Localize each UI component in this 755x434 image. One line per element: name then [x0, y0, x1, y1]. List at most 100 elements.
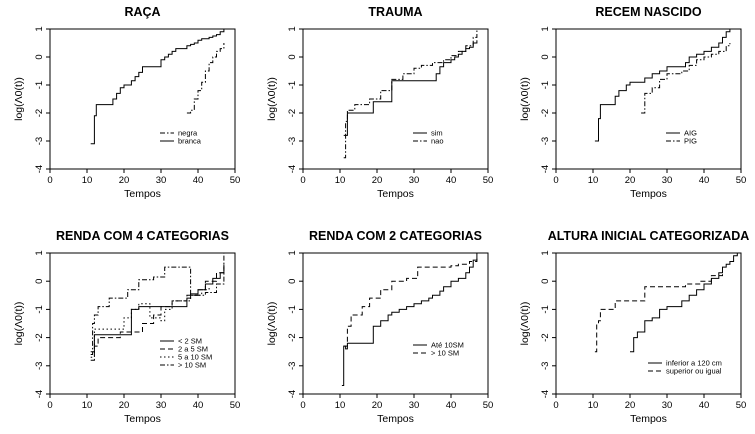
panel-title: RECEM NASCIDO [595, 5, 702, 19]
x-axis-label: Tempos [377, 413, 414, 425]
x-tick-label: 0 [300, 400, 305, 411]
x-tick-label: 20 [372, 400, 383, 411]
y-tick-label: -3 [287, 137, 298, 145]
series-line-2 [594, 272, 723, 353]
legend-label: Até 10SM [431, 341, 464, 350]
x-tick-label: 20 [119, 175, 130, 186]
plot-frame [302, 28, 489, 170]
plot-frame [302, 252, 489, 395]
panel-1: RAÇA 0 10 20 30 40 50 -4 -3 -2 -1 0 1 Tempos log(Λ0(t)… [13, 5, 240, 200]
y-axis-label: log(Λ0(t)) [13, 77, 25, 121]
plot-frame [49, 252, 236, 395]
y-tick-label: -1 [34, 81, 45, 89]
x-axis-label: Tempos [377, 188, 414, 200]
x-tick-label: 0 [553, 400, 558, 411]
series-line-2 [186, 43, 225, 114]
legend-label: > 10 SM [431, 349, 459, 358]
series-line-2 [343, 29, 478, 159]
x-tick-label: 30 [156, 175, 167, 186]
x-tick-label: 40 [446, 175, 457, 186]
y-tick-label: -3 [540, 137, 551, 145]
series-line-2 [90, 264, 225, 361]
y-tick-label: -3 [34, 137, 45, 145]
x-tick-label: 20 [625, 400, 636, 411]
series-line-1 [594, 29, 731, 142]
y-tick-label: -4 [287, 390, 298, 398]
legend-label: negra [178, 129, 198, 138]
panel-2: TRAUMA 0 10 20 30 40 50 -4 -3 -2 -1 0 1 Tempos log(Λ0(… [266, 5, 493, 200]
x-tick-label: 10 [588, 175, 599, 186]
x-tick-label: 30 [156, 400, 167, 411]
y-tick-label: 0 [540, 279, 551, 284]
legend-label: inferior a 120 cm [666, 359, 722, 368]
x-tick-label: 50 [483, 400, 494, 411]
y-tick-label: 1 [34, 26, 45, 31]
y-axis-label: log(Λ0(t)) [519, 77, 531, 121]
x-tick-label: 30 [662, 175, 673, 186]
legend-label: branca [178, 137, 202, 146]
y-tick-label: 1 [287, 26, 298, 31]
series-line-1 [343, 40, 478, 136]
plot-frame [555, 28, 742, 170]
legend: Até 10SM> 10 SM [413, 341, 464, 358]
x-tick-label: 20 [119, 400, 130, 411]
series-line-1 [630, 253, 738, 353]
y-tick-label: -3 [287, 362, 298, 370]
y-tick-label: 0 [287, 279, 298, 284]
y-tick-label: -2 [540, 109, 551, 117]
panel-title: TRAUMA [368, 5, 422, 19]
y-tick-label: -4 [540, 165, 551, 173]
plot-frame [555, 252, 742, 395]
x-tick-label: 30 [409, 400, 420, 411]
y-tick-label: -2 [287, 109, 298, 117]
x-tick-label: 30 [662, 400, 673, 411]
series-line-1 [90, 267, 225, 353]
y-axis-label: log(Λ0(t)) [266, 77, 278, 121]
y-axis-label: log(Λ0(t)) [519, 302, 531, 346]
y-tick-label: -2 [34, 109, 45, 117]
series-line-2 [641, 43, 731, 114]
panel-title: RENDA COM 4 CATEGORIAS [56, 229, 229, 243]
legend-label: > 10 SM [178, 361, 206, 370]
x-tick-label: 10 [82, 400, 93, 411]
series-line-2 [343, 258, 478, 347]
series-line-1 [90, 29, 229, 145]
y-tick-label: -2 [540, 333, 551, 341]
legend-label: PIG [684, 137, 697, 146]
x-tick-label: 40 [193, 400, 204, 411]
y-tick-label: -1 [287, 81, 298, 89]
x-tick-label: 0 [47, 175, 52, 186]
x-tick-label: 10 [82, 175, 93, 186]
x-tick-label: 20 [372, 175, 383, 186]
x-tick-label: 50 [736, 400, 747, 411]
x-tick-label: 0 [553, 175, 558, 186]
y-tick-label: 1 [287, 250, 298, 255]
y-tick-label: 0 [287, 54, 298, 59]
y-tick-label: -3 [540, 362, 551, 370]
x-tick-label: 10 [335, 175, 346, 186]
x-tick-label: 30 [409, 175, 420, 186]
y-tick-label: 1 [34, 250, 45, 255]
x-tick-label: 10 [335, 400, 346, 411]
y-tick-label: 0 [540, 54, 551, 59]
legend-label: nao [431, 137, 444, 146]
y-tick-label: -2 [34, 333, 45, 341]
x-tick-label: 40 [699, 400, 710, 411]
y-tick-label: -1 [540, 81, 551, 89]
y-tick-label: 1 [540, 26, 551, 31]
y-tick-label: 1 [540, 250, 551, 255]
y-tick-label: 0 [34, 54, 45, 59]
legend-label: superior ou igual [666, 367, 722, 376]
x-tick-label: 50 [736, 175, 747, 186]
x-axis-label: Tempos [630, 413, 667, 425]
x-tick-label: 40 [193, 175, 204, 186]
x-tick-label: 10 [588, 400, 599, 411]
series-line-1 [341, 253, 478, 386]
